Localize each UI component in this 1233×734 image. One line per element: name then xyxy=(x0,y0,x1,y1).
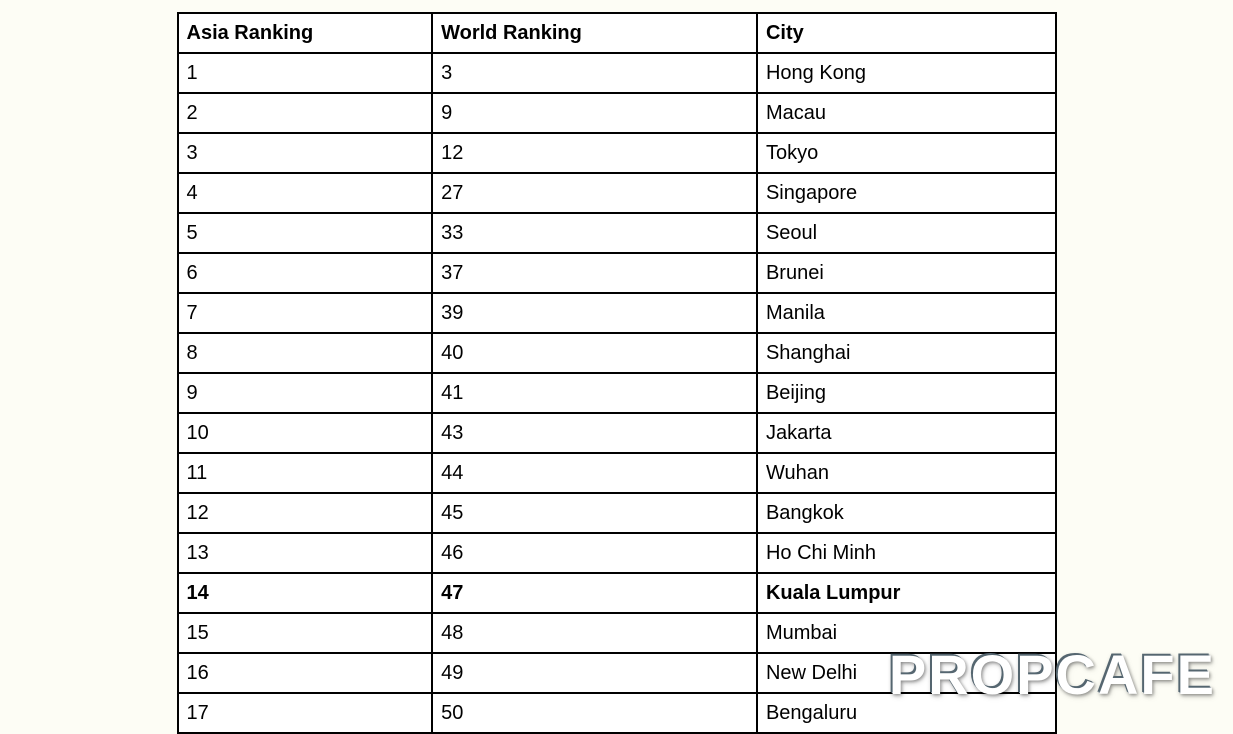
cell-world-ranking: 46 xyxy=(432,533,757,573)
cell-world-ranking: 49 xyxy=(432,653,757,693)
table-row: 637Brunei xyxy=(178,253,1056,293)
ranking-table-container: Asia Ranking World Ranking City 13Hong K… xyxy=(177,12,1057,734)
cell-city: Beijing xyxy=(757,373,1056,413)
cell-asia-ranking: 17 xyxy=(178,693,433,733)
cell-asia-ranking: 14 xyxy=(178,573,433,613)
cell-asia-ranking: 5 xyxy=(178,213,433,253)
table-row: 1447Kuala Lumpur xyxy=(178,573,1056,613)
table-row: 427Singapore xyxy=(178,173,1056,213)
cell-city: Shanghai xyxy=(757,333,1056,373)
table-row: 312Tokyo xyxy=(178,133,1056,173)
cell-world-ranking: 43 xyxy=(432,413,757,453)
table-row: 29Macau xyxy=(178,93,1056,133)
cell-world-ranking: 47 xyxy=(432,573,757,613)
cell-asia-ranking: 9 xyxy=(178,373,433,413)
table-row: 840Shanghai xyxy=(178,333,1056,373)
table-header-row: Asia Ranking World Ranking City xyxy=(178,13,1056,53)
cell-city: Manila xyxy=(757,293,1056,333)
cell-asia-ranking: 7 xyxy=(178,293,433,333)
cell-city: Macau xyxy=(757,93,1056,133)
table-body: 13Hong Kong29Macau312Tokyo427Singapore53… xyxy=(178,53,1056,733)
table-row: 941Beijing xyxy=(178,373,1056,413)
table-row: 1346Ho Chi Minh xyxy=(178,533,1056,573)
ranking-table: Asia Ranking World Ranking City 13Hong K… xyxy=(177,12,1057,734)
cell-world-ranking: 27 xyxy=(432,173,757,213)
table-row: 13Hong Kong xyxy=(178,53,1056,93)
cell-asia-ranking: 3 xyxy=(178,133,433,173)
cell-asia-ranking: 6 xyxy=(178,253,433,293)
cell-world-ranking: 45 xyxy=(432,493,757,533)
cell-asia-ranking: 12 xyxy=(178,493,433,533)
header-world-ranking: World Ranking xyxy=(432,13,757,53)
cell-asia-ranking: 10 xyxy=(178,413,433,453)
cell-city: Tokyo xyxy=(757,133,1056,173)
cell-city: Brunei xyxy=(757,253,1056,293)
cell-city: Kuala Lumpur xyxy=(757,573,1056,613)
cell-asia-ranking: 13 xyxy=(178,533,433,573)
cell-asia-ranking: 2 xyxy=(178,93,433,133)
cell-world-ranking: 33 xyxy=(432,213,757,253)
cell-city: Seoul xyxy=(757,213,1056,253)
cell-world-ranking: 37 xyxy=(432,253,757,293)
cell-asia-ranking: 11 xyxy=(178,453,433,493)
cell-world-ranking: 40 xyxy=(432,333,757,373)
table-row: 1245Bangkok xyxy=(178,493,1056,533)
cell-asia-ranking: 8 xyxy=(178,333,433,373)
cell-world-ranking: 48 xyxy=(432,613,757,653)
cell-world-ranking: 50 xyxy=(432,693,757,733)
header-asia-ranking: Asia Ranking xyxy=(178,13,433,53)
header-city: City xyxy=(757,13,1056,53)
cell-world-ranking: 41 xyxy=(432,373,757,413)
cell-city: Hong Kong xyxy=(757,53,1056,93)
cell-city: Singapore xyxy=(757,173,1056,213)
table-row: 1043Jakarta xyxy=(178,413,1056,453)
cell-asia-ranking: 16 xyxy=(178,653,433,693)
cell-asia-ranking: 15 xyxy=(178,613,433,653)
cell-city: Bangkok xyxy=(757,493,1056,533)
cell-world-ranking: 9 xyxy=(432,93,757,133)
cell-city: Ho Chi Minh xyxy=(757,533,1056,573)
table-row: 533Seoul xyxy=(178,213,1056,253)
cell-asia-ranking: 1 xyxy=(178,53,433,93)
watermark-logo: PROPCAFE xyxy=(888,641,1215,706)
table-row: 739Manila xyxy=(178,293,1056,333)
cell-world-ranking: 39 xyxy=(432,293,757,333)
cell-city: Wuhan xyxy=(757,453,1056,493)
cell-world-ranking: 3 xyxy=(432,53,757,93)
cell-world-ranking: 12 xyxy=(432,133,757,173)
cell-world-ranking: 44 xyxy=(432,453,757,493)
cell-city: Jakarta xyxy=(757,413,1056,453)
table-row: 1144Wuhan xyxy=(178,453,1056,493)
cell-asia-ranking: 4 xyxy=(178,173,433,213)
